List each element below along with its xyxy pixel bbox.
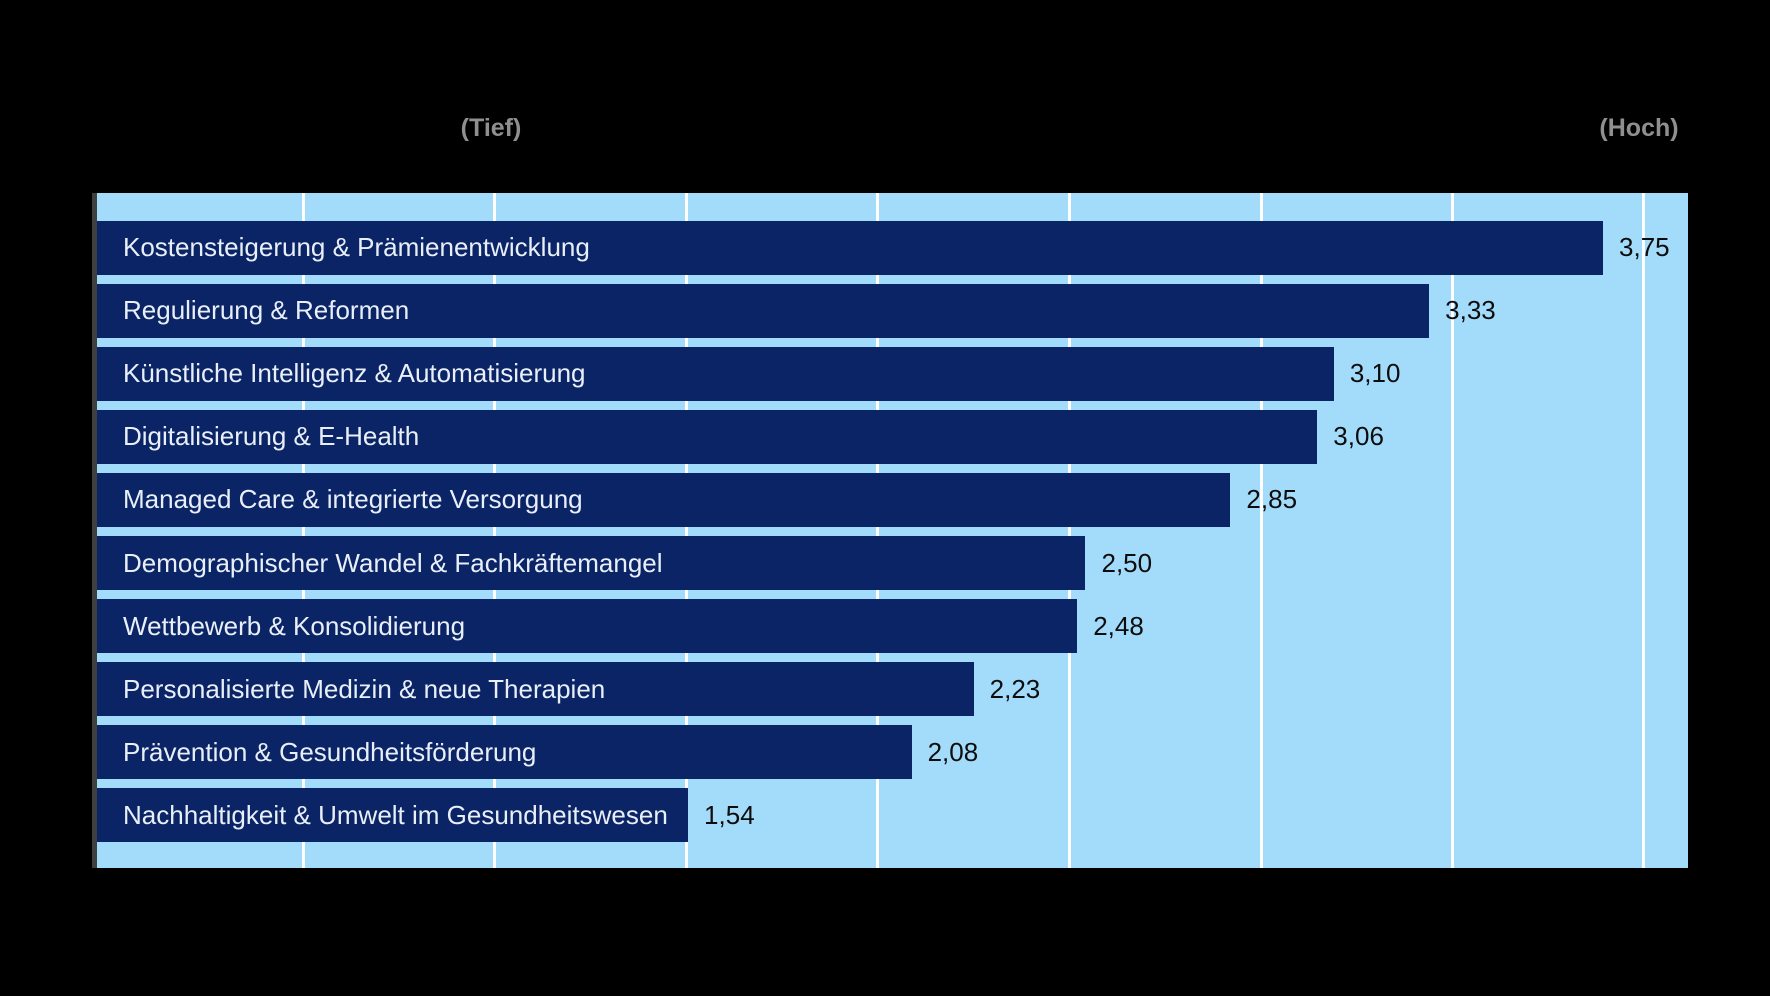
gridline: [1067, 193, 1071, 868]
bar-row: Nachhaltigkeit & Umwelt im Gesundheitswe…: [97, 784, 1688, 847]
bar-row: Managed Care & integrierte Versorgung 2,…: [97, 468, 1688, 531]
bar-row: Demographischer Wandel & Fachkräftemange…: [97, 531, 1688, 594]
bar-category-label: Künstliche Intelligenz & Automatisierung: [123, 358, 586, 389]
bar-value-label: 3,10: [1349, 358, 1401, 389]
bar-category-label: Regulierung & Reformen: [123, 295, 410, 326]
bar-value-label: 3,33: [1445, 295, 1496, 326]
gridline: [1642, 193, 1646, 868]
plot-area: Kostensteigerung & Prämienentwicklung 3,…: [97, 193, 1688, 868]
gridline: [1259, 193, 1263, 868]
gridline: [685, 193, 689, 868]
bar-value-label: 2,48: [1093, 610, 1144, 641]
bar-category-label: Digitalisierung & E-Health: [123, 421, 420, 452]
bar-category-label: Nachhaltigkeit & Umwelt im Gesundheitswe…: [123, 799, 668, 830]
axis-annotation-low: (Tief): [460, 114, 522, 142]
bar-category-label: Prävention & Gesundheitsförderung: [123, 736, 537, 767]
bar: Kostensteigerung & Prämienentwicklung: [97, 220, 1604, 275]
bar: Künstliche Intelligenz & Automatisierung: [97, 346, 1334, 401]
bar-rows: Kostensteigerung & Prämienentwicklung 3,…: [97, 193, 1688, 868]
bar-row: Künstliche Intelligenz & Automatisierung…: [97, 342, 1688, 405]
gridline: [1450, 193, 1454, 868]
bar-row: Personalisierte Medizin & neue Therapien…: [97, 658, 1688, 721]
axis-annotation-high: (Hoch): [1599, 114, 1679, 142]
bar-value-label: 2,23: [989, 673, 1041, 704]
gridline: [493, 193, 497, 868]
bar-value-label: 2,50: [1101, 547, 1153, 578]
bar-category-label: Personalisierte Medizin & neue Therapien: [123, 673, 606, 704]
bar-value-label: 3,06: [1333, 421, 1384, 452]
bar: Nachhaltigkeit & Umwelt im Gesundheitswe…: [97, 788, 689, 843]
bar: Prävention & Gesundheitsförderung: [97, 725, 912, 780]
gridline: [876, 193, 880, 868]
bar: Digitalisierung & E-Health: [97, 409, 1318, 464]
bar-row: Digitalisierung & E-Health 3,06: [97, 405, 1688, 468]
bar-category-label: Kostensteigerung & Prämienentwicklung: [123, 232, 590, 263]
bar-row: Prävention & Gesundheitsförderung 2,08: [97, 721, 1688, 784]
bar: Personalisierte Medizin & neue Therapien: [97, 662, 974, 717]
category-axis-line: [92, 193, 97, 868]
bar-category-label: Demographischer Wandel & Fachkräftemange…: [123, 547, 663, 578]
bar-value-label: 2,08: [927, 736, 979, 767]
bar-category-label: Wettbewerb & Konsolidierung: [123, 610, 466, 641]
bar: Demographischer Wandel & Fachkräftemange…: [97, 536, 1086, 591]
bar: Regulierung & Reformen: [97, 283, 1430, 338]
bar-row: Regulierung & Reformen 3,33: [97, 279, 1688, 342]
bar-row: Kostensteigerung & Prämienentwicklung 3,…: [97, 216, 1688, 279]
bar-row: Wettbewerb & Konsolidierung 2,48: [97, 595, 1688, 658]
bar-category-label: Managed Care & integrierte Versorgung: [123, 484, 583, 515]
bar: Managed Care & integrierte Versorgung: [97, 472, 1231, 527]
gridlines: [97, 193, 1688, 868]
gridline: [301, 193, 305, 868]
bar-value-label: 1,54: [704, 799, 755, 830]
bar-value-label: 2,85: [1246, 484, 1298, 515]
bar-value-label: 3,75: [1619, 232, 1670, 263]
bar: Wettbewerb & Konsolidierung: [97, 599, 1078, 654]
